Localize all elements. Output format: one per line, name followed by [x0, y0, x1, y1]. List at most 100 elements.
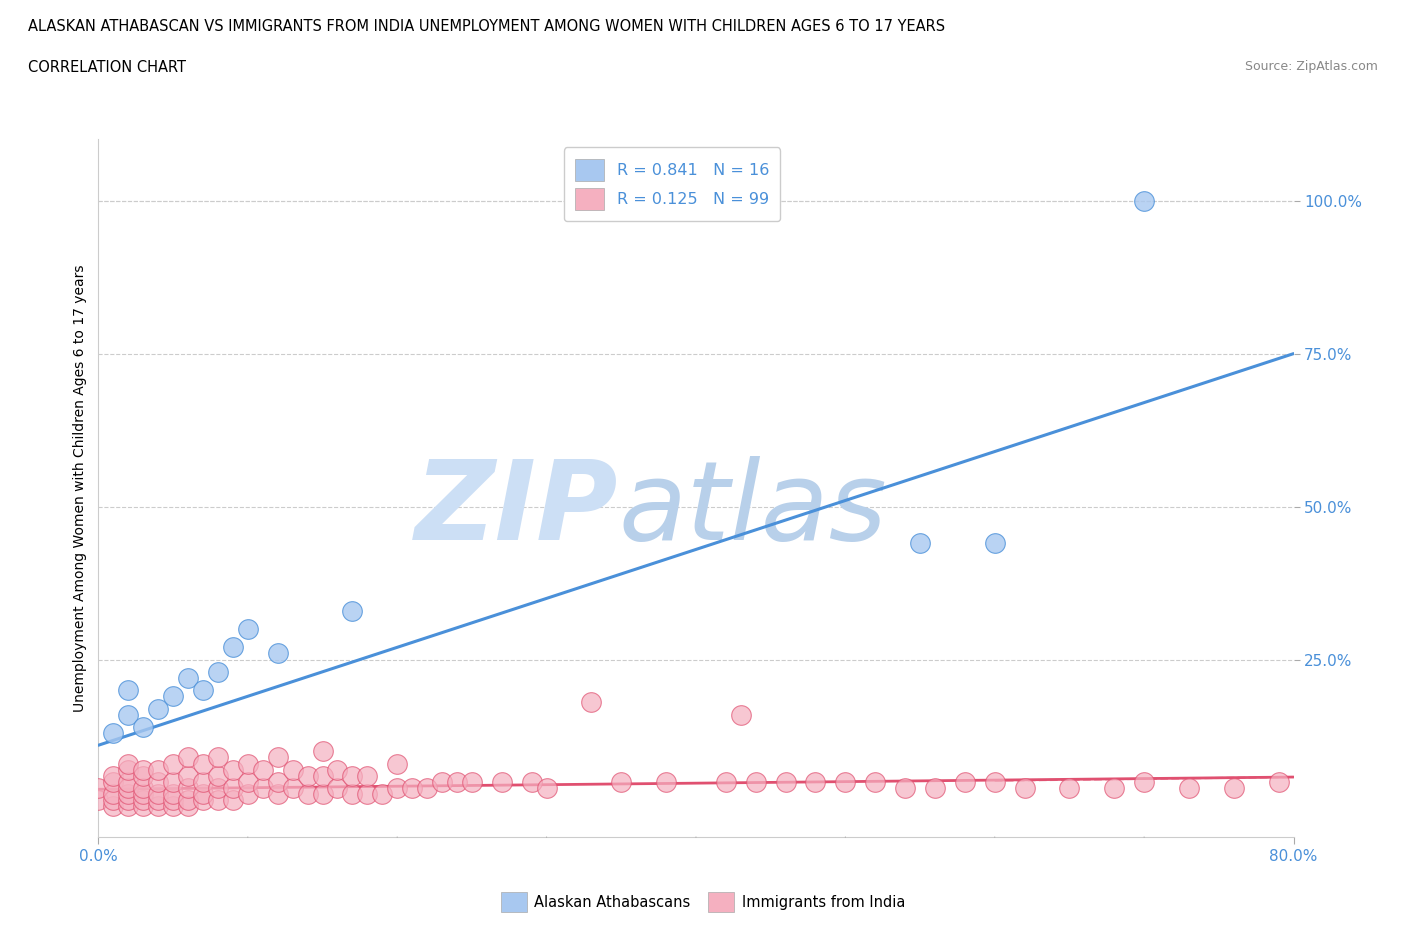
- Point: [311, 744, 333, 759]
- Point: [207, 750, 229, 764]
- Point: [191, 787, 214, 802]
- Point: [191, 793, 214, 808]
- Point: [281, 780, 304, 795]
- Point: [252, 763, 274, 777]
- Point: [983, 775, 1005, 790]
- Legend: Alaskan Athabascans, Immigrants from India: Alaskan Athabascans, Immigrants from Ind…: [495, 885, 911, 918]
- Point: [385, 756, 409, 771]
- Point: [117, 793, 139, 808]
- Point: [297, 787, 319, 802]
- Point: [908, 536, 931, 551]
- Point: [581, 695, 603, 710]
- Text: atlas: atlas: [619, 456, 887, 563]
- Point: [730, 707, 752, 722]
- Point: [326, 763, 349, 777]
- Point: [1104, 780, 1126, 795]
- Point: [103, 799, 125, 814]
- Point: [117, 780, 139, 795]
- Point: [222, 780, 245, 795]
- Point: [132, 799, 155, 814]
- Point: [177, 780, 200, 795]
- Point: [191, 756, 214, 771]
- Text: CORRELATION CHART: CORRELATION CHART: [28, 60, 186, 75]
- Point: [311, 768, 333, 783]
- Point: [117, 775, 139, 790]
- Point: [775, 775, 797, 790]
- Point: [430, 775, 453, 790]
- Point: [267, 775, 290, 790]
- Point: [1133, 193, 1156, 208]
- Point: [103, 775, 125, 790]
- Point: [536, 780, 558, 795]
- Point: [132, 787, 155, 802]
- Point: [162, 689, 184, 704]
- Point: [1014, 780, 1036, 795]
- Point: [491, 775, 513, 790]
- Point: [252, 780, 274, 795]
- Point: [281, 763, 304, 777]
- Point: [356, 768, 378, 783]
- Text: ALASKAN ATHABASCAN VS IMMIGRANTS FROM INDIA UNEMPLOYMENT AMONG WOMEN WITH CHILDR: ALASKAN ATHABASCAN VS IMMIGRANTS FROM IN…: [28, 19, 945, 33]
- Point: [520, 775, 543, 790]
- Point: [983, 536, 1005, 551]
- Point: [117, 756, 139, 771]
- Point: [207, 780, 229, 795]
- Point: [356, 787, 378, 802]
- Point: [714, 775, 737, 790]
- Point: [865, 775, 887, 790]
- Point: [267, 787, 290, 802]
- Point: [297, 768, 319, 783]
- Point: [834, 775, 856, 790]
- Point: [655, 775, 678, 790]
- Point: [162, 756, 184, 771]
- Point: [162, 787, 184, 802]
- Point: [1223, 780, 1246, 795]
- Point: [894, 780, 917, 795]
- Point: [148, 763, 170, 777]
- Legend: R = 0.841   N = 16, R = 0.125   N = 99: R = 0.841 N = 16, R = 0.125 N = 99: [564, 148, 780, 221]
- Point: [191, 683, 214, 698]
- Point: [103, 793, 125, 808]
- Point: [401, 780, 423, 795]
- Point: [446, 775, 468, 790]
- Point: [1178, 780, 1201, 795]
- Point: [177, 671, 200, 685]
- Point: [132, 793, 155, 808]
- Point: [924, 780, 946, 795]
- Point: [148, 793, 170, 808]
- Point: [267, 646, 290, 661]
- Point: [1059, 780, 1081, 795]
- Point: [103, 725, 125, 740]
- Point: [132, 768, 155, 783]
- Point: [148, 787, 170, 802]
- Point: [236, 756, 259, 771]
- Point: [132, 763, 155, 777]
- Point: [236, 621, 259, 636]
- Point: [222, 763, 245, 777]
- Point: [117, 799, 139, 814]
- Point: [371, 787, 394, 802]
- Point: [117, 763, 139, 777]
- Point: [461, 775, 484, 790]
- Text: ZIP: ZIP: [415, 456, 619, 563]
- Point: [132, 780, 155, 795]
- Point: [132, 720, 155, 735]
- Point: [162, 775, 184, 790]
- Point: [117, 683, 139, 698]
- Point: [177, 768, 200, 783]
- Y-axis label: Unemployment Among Women with Children Ages 6 to 17 years: Unemployment Among Women with Children A…: [73, 264, 87, 712]
- Point: [342, 768, 364, 783]
- Point: [87, 780, 110, 795]
- Point: [236, 775, 259, 790]
- Point: [416, 780, 439, 795]
- Text: Source: ZipAtlas.com: Source: ZipAtlas.com: [1244, 60, 1378, 73]
- Point: [191, 775, 214, 790]
- Point: [87, 793, 110, 808]
- Point: [117, 787, 139, 802]
- Point: [1133, 775, 1156, 790]
- Point: [326, 780, 349, 795]
- Point: [148, 799, 170, 814]
- Point: [117, 707, 139, 722]
- Point: [745, 775, 768, 790]
- Point: [953, 775, 976, 790]
